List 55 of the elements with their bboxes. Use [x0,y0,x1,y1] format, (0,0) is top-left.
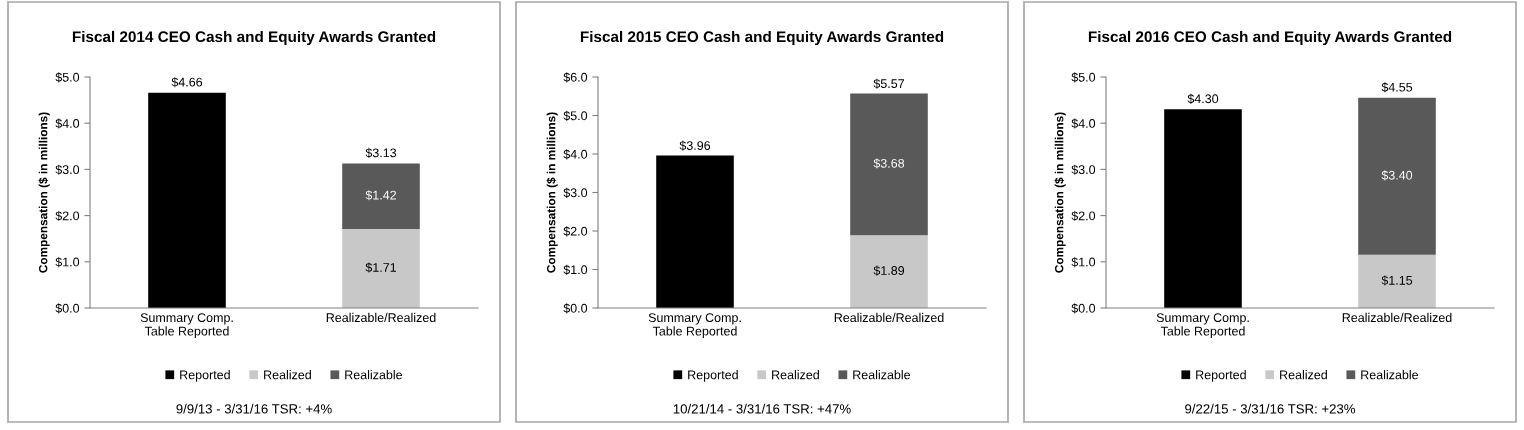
y-tick-label: $5.0 [1071,72,1096,83]
y-tick-label: $1.0 [1071,257,1096,268]
chart-title: Fiscal 2016 CEO Cash and Equity Awards Granted [1088,30,1452,46]
total-label: $3.13 [365,147,397,158]
y-tick-label: $4.0 [563,149,588,160]
legend-label: Realizable [345,370,403,380]
data-label: $3.96 [679,140,711,151]
legend-label: Reported [1196,370,1246,382]
y-tick-label: $5.0 [55,72,80,83]
text: 9/22/15 - 3/31/16 TSR: +23% [1185,403,1356,414]
legend-label: Reported [180,370,230,382]
data-label: $4.66 [171,77,203,88]
x-tick-label: Realizable/Realized [326,312,436,323]
legend-label: Realizable [853,370,911,380]
data-label: $3.40 [1381,170,1413,181]
text: 10/21/14 - 3/31/16 TSR: +47% [673,403,851,414]
total-label: $4.55 [1381,82,1413,93]
legend-label: Realized [1280,370,1327,380]
legend-label: Realizable [1361,370,1419,380]
data-label: $1.71 [365,262,397,273]
data-label: $4.30 [1187,93,1219,104]
y-tick-label: $2.0 [55,210,80,221]
y-tick-label: $4.0 [55,118,80,129]
x-tick-label: Realizable/Realized [1342,312,1452,323]
y-tick-label: $3.0 [563,187,588,198]
y-axis-title: Compensation ($ in millions) [1054,112,1066,273]
data-label: $1.42 [365,190,397,201]
y-tick-label: $2.0 [563,226,588,237]
legend-label: Realized [264,370,311,380]
total-label: $5.57 [873,78,905,89]
y-tick-label: $3.0 [1071,164,1096,175]
y-tick-label: $4.0 [1071,118,1096,129]
chart-title: Fiscal 2015 CEO Cash and Equity Awards Granted [580,30,944,46]
y-tick-label: $2.0 [1071,210,1096,221]
data-label: $1.15 [1381,275,1413,286]
y-tick-label: $3.0 [55,164,80,175]
legend-label: Realized [772,370,819,380]
y-tick-label: $1.0 [563,264,588,275]
x-tick-label: Summary Comp. Table Reported [648,313,741,338]
y-tick-label: $6.0 [563,72,588,83]
chart-title: Fiscal 2014 CEO Cash and Equity Awards Granted [72,30,436,46]
x-tick-label: Summary Comp. Table Reported [140,313,233,338]
y-tick-label: $0.0 [1071,303,1096,314]
y-tick-label: $0.0 [55,303,80,314]
y-axis-title: Compensation ($ in millions) [38,112,50,273]
x-tick-label: Realizable/Realized [834,312,944,323]
data-label: $1.89 [873,265,905,276]
data-label: $3.68 [873,158,905,169]
y-tick-label: $5.0 [563,110,588,121]
text: 9/9/13 - 3/31/16 TSR: +4% [176,403,332,414]
x-tick-label: Summary Comp. Table Reported [1156,313,1249,338]
y-axis-title: Compensation ($ in millions) [546,112,558,273]
y-tick-label: $1.0 [55,257,80,268]
y-tick-label: $0.0 [563,303,588,314]
legend-label: Reported [688,370,738,382]
